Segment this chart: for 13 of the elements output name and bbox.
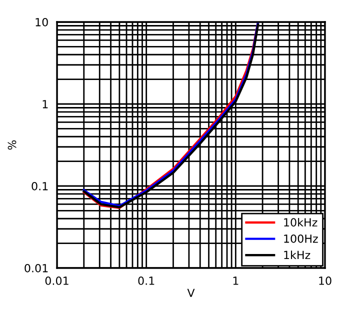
legend-label: 100Hz [284, 234, 318, 243]
x-tick-label: 0.1 [138, 276, 154, 285]
y-axis-title: % [8, 140, 16, 150]
y-tick-label: 0.01 [24, 264, 48, 272]
x-tick-label: 1 [233, 276, 238, 285]
x-axis-title: V [187, 288, 195, 297]
x-tick-label: 0.01 [45, 276, 68, 285]
x-tick-label: 10 [319, 276, 332, 285]
y-tick-label: 10 [36, 18, 48, 26]
legend-label: 10kHz [284, 218, 318, 227]
y-tick-label: 1 [42, 100, 48, 108]
legend-label: 1kHz [284, 250, 310, 260]
y-tick-label: 0.1 [32, 182, 48, 190]
